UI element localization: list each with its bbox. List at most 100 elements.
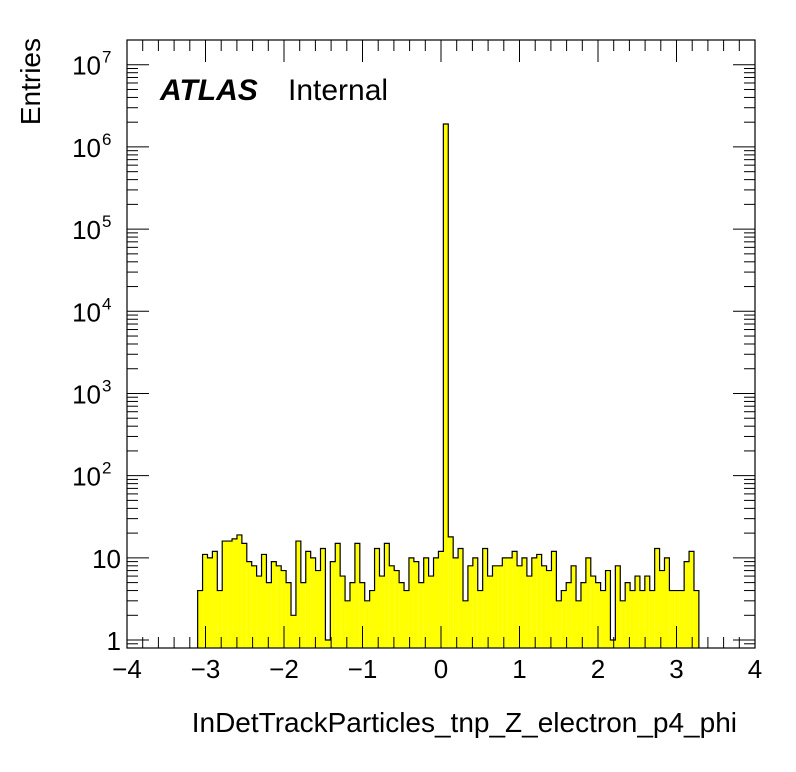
x-tick-labels: −4 −3 −2 −1 0 1 2 3 4 [112,654,762,684]
histogram-bin [679,590,685,648]
histogram-bin [693,590,699,648]
histogram-bin [526,576,532,648]
y-tick-label: 10 [72,133,101,163]
histogram-bin [207,557,213,648]
histogram-bin [404,590,409,648]
x-tick-label: −4 [112,654,142,684]
y-tick-label: 10 [72,215,101,245]
histogram-bin [625,582,631,648]
histogram-bin [281,570,287,648]
histogram-bin [295,541,301,648]
histogram-bin [674,590,680,648]
histogram-bin [458,548,464,648]
histogram-bin [453,557,459,648]
histogram-bin [492,565,498,648]
x-tick-label: −2 [269,654,299,684]
histogram-bin [349,582,355,648]
histogram-bin [271,561,277,648]
y-tick-exponent: 6 [102,130,111,149]
histogram-bin [531,557,537,648]
histogram-bin [635,576,640,648]
x-tick-label: 2 [591,654,605,684]
y-tick-label: 10 [72,462,101,492]
histogram-bin [227,541,233,648]
histogram-bin [521,557,527,648]
histogram-bin [659,570,665,648]
histogram-bin [222,541,228,648]
histogram-bin [620,600,626,648]
histogram-bin [551,551,557,648]
x-tick-label: 0 [434,654,448,684]
x-axis-title: InDetTrackParticles_tnp_Z_electron_p4_ph… [192,707,737,738]
x-tick-label: 4 [748,654,762,684]
histogram-bin [310,557,316,648]
histogram-bin [369,590,375,648]
histogram-bin [286,582,292,648]
histogram-bin [374,548,380,648]
histogram-bin [649,590,655,648]
histogram-bin [438,551,444,648]
histogram-bin [340,576,346,648]
histogram-bin [300,582,306,648]
histogram-bin [536,554,542,648]
y-tick-exponent: 2 [102,459,111,478]
histogram-bin [576,600,581,648]
histogram-bin [251,565,257,648]
histogram-bin [359,582,365,648]
histogram-bin [541,565,547,648]
histogram-bin [684,561,690,648]
histogram-bin [630,590,636,648]
internal-label: Internal [288,74,388,107]
histogram-bin [615,565,621,648]
histogram-bin [585,557,591,648]
y-axis-title: Entries [15,38,46,125]
x-tick-label: −1 [348,654,378,684]
histogram-bin [571,565,577,648]
atlas-brand-label: ATLAS [159,74,258,107]
histogram-bin [232,538,237,648]
histogram-bin [517,565,522,648]
histogram-bin [217,590,223,648]
histogram-bin [384,543,390,648]
histogram-bin [202,554,208,648]
y-tick-exponent: 7 [102,48,111,67]
histogram-bin [261,554,267,648]
histogram-bin [433,557,439,648]
histogram-bin [463,600,468,648]
histogram-bin [477,590,483,648]
histogram-bin [389,565,395,648]
histogram-bin [408,557,414,648]
histogram-bin [639,590,645,648]
histogram-bin [689,551,694,648]
histogram-bin [664,557,670,648]
histogram-bin [467,565,473,648]
histogram-bin [291,615,296,648]
histogram-bin [325,640,331,648]
histogram-bin [423,557,429,648]
histogram-bin [482,548,488,648]
x-tick-label: 1 [512,654,526,684]
y-tick-exponent: 4 [102,294,111,313]
histogram-bin [605,570,611,648]
x-tick-label: −3 [191,654,221,684]
histogram-bin [364,600,370,648]
histogram-bin [580,582,586,648]
histogram-bin [644,576,650,648]
histogram-bin [556,600,562,648]
histogram-bin [354,543,360,648]
histogram-bin [399,582,405,648]
histogram-bin [394,570,400,648]
x-tick-label: 3 [669,654,683,684]
y-tick-label: 1 [107,626,121,656]
histogram-bin [428,576,434,648]
histogram-bin [654,548,660,648]
histogram-bin [502,557,508,648]
histogram-bin [335,543,341,648]
histogram-bin [600,590,606,648]
histogram-bin [497,565,503,648]
histogram-bin [315,570,321,648]
histogram-bin [413,561,419,648]
y-tick-exponent: 3 [102,376,111,395]
histogram-bin [512,551,518,648]
histogram-bin [241,543,247,648]
